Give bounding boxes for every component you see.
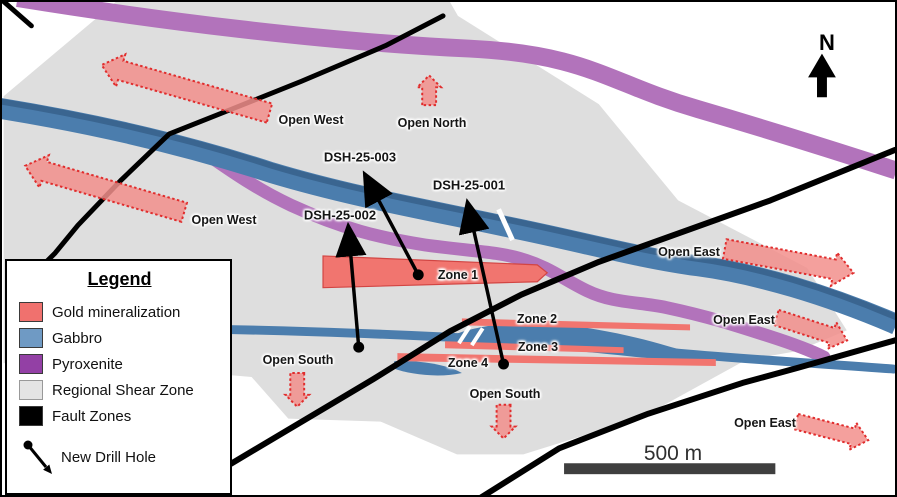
legend-item-label: Regional Shear Zone <box>52 381 194 399</box>
legend-item-pyroxenite: Pyroxenite <box>19 351 220 377</box>
drill-trace-dsh-25-003 <box>362 170 420 276</box>
legend-item-label: Gabbro <box>52 329 103 347</box>
label-open-east-1: Open East <box>658 245 720 259</box>
label-zone-1: Zone 1 <box>437 268 479 282</box>
gold-swatch-icon <box>19 302 43 322</box>
fault-corner-segment <box>2 2 34 29</box>
label-open-east-2: Open East <box>713 313 775 327</box>
legend-item-fault-zones: Fault Zones <box>19 403 220 429</box>
label-dsh-25-003: DSH-25-003 <box>323 149 397 165</box>
gabbro-band-main <box>2 98 895 334</box>
label-dsh-25-002: DSH-25-002 <box>303 207 377 223</box>
fault-zones-swatch-icon <box>19 406 43 426</box>
pyroxenite-band-upper <box>16 2 895 180</box>
open-east-arrow-3 <box>792 412 870 452</box>
scale-bar <box>564 463 776 475</box>
gabbro-swatch-icon <box>19 328 43 348</box>
drill-collar-dsh-25-003 <box>412 269 424 281</box>
open-east-arrow-2 <box>772 308 849 351</box>
pyroxenite-band-middle <box>195 144 831 364</box>
legend-item-label: New Drill Hole <box>61 448 157 466</box>
label-open-north: Open North <box>397 116 467 130</box>
gabbro-lower-break-slashes <box>457 325 485 347</box>
drill-collar-dsh-25-001 <box>498 358 510 370</box>
gold-zone-2 <box>461 318 691 331</box>
open-south-arrow-1 <box>282 371 312 409</box>
fault-northwest <box>5 13 446 304</box>
label-open-south-2: Open South <box>469 387 541 401</box>
open-direction-arrows <box>23 52 870 452</box>
legend-item-gabbro: Gabbro <box>19 325 220 351</box>
drill-trace-dsh-25-002 <box>335 221 367 348</box>
legend-item-label: Gold mineralization <box>52 303 181 321</box>
legend-box: Legend Gold mineralization Gabbro Pyroxe… <box>5 259 232 495</box>
label-zone-2: Zone 2 <box>516 312 558 326</box>
gold-zone-1 <box>322 255 549 289</box>
legend-item-shear-zone: Regional Shear Zone <box>19 377 220 403</box>
open-east-arrow-1 <box>721 238 856 288</box>
fault-central <box>170 146 895 495</box>
label-zone-4: Zone 4 <box>447 356 489 370</box>
shear-zone-swatch-icon <box>19 380 43 400</box>
gold-zone-4 <box>397 353 716 367</box>
legend-title: Legend <box>87 269 152 289</box>
legend-item-label: Fault Zones <box>52 407 132 425</box>
north-arrow-icon <box>808 53 836 98</box>
north-label: N <box>819 30 835 55</box>
gold-zone-3 <box>445 341 624 354</box>
drill-collar-dsh-25-002 <box>353 341 365 353</box>
open-south-arrow-2 <box>489 403 518 440</box>
pyroxenite-swatch-icon <box>19 354 43 374</box>
gabbro-bulge-tail <box>392 360 462 376</box>
gabbro-bulge <box>456 322 699 361</box>
fault-southeast <box>479 337 895 495</box>
legend-item-label: Pyroxenite <box>52 355 123 373</box>
legend-item-new-drill-hole: New Drill Hole <box>19 437 220 477</box>
label-open-west-2: Open West <box>191 213 257 227</box>
open-north-arrow <box>414 74 444 107</box>
label-open-south-1: Open South <box>262 353 334 367</box>
open-west-arrow-2 <box>23 153 189 224</box>
scale-bar-label: 500 m <box>643 442 703 465</box>
drill-trace-dsh-25-001 <box>458 198 506 365</box>
label-open-west-1: Open West <box>278 113 344 127</box>
drill-hole-symbol-icon <box>23 440 52 474</box>
label-dsh-25-001: DSH-25-001 <box>432 177 506 193</box>
legend-item-gold: Gold mineralization <box>19 299 220 325</box>
drill-hole-traces <box>335 170 510 370</box>
open-west-arrow-1 <box>100 52 274 124</box>
label-open-east-3: Open East <box>734 416 796 430</box>
label-zone-3: Zone 3 <box>517 340 559 354</box>
